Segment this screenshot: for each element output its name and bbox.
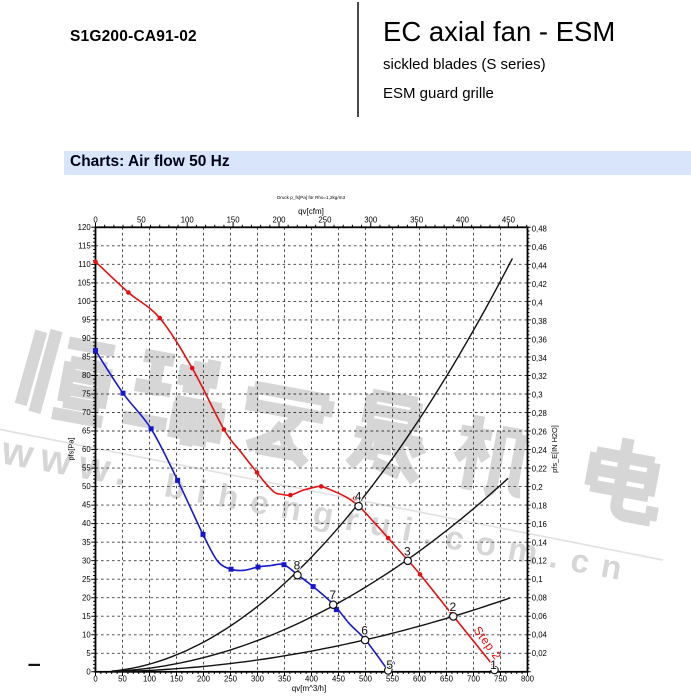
svg-text:0,24: 0,24 xyxy=(532,446,548,455)
svg-text:550: 550 xyxy=(386,674,400,683)
svg-text:650: 650 xyxy=(440,674,454,683)
svg-text:0,48: 0,48 xyxy=(532,225,547,234)
svg-text:2: 2 xyxy=(449,600,456,614)
svg-text:200: 200 xyxy=(272,216,286,225)
svg-text:350: 350 xyxy=(410,216,424,225)
svg-text:0,06: 0,06 xyxy=(532,612,547,621)
svg-text:100: 100 xyxy=(181,216,195,225)
svg-text:150: 150 xyxy=(227,216,241,225)
svg-text:115: 115 xyxy=(78,241,91,250)
svg-text:1: 1 xyxy=(490,658,497,672)
svg-text:100: 100 xyxy=(78,297,92,306)
svg-text:95: 95 xyxy=(82,316,91,325)
svg-text:0,46: 0,46 xyxy=(532,243,547,252)
svg-text:10: 10 xyxy=(82,630,91,639)
svg-text:5: 5 xyxy=(86,649,91,658)
svg-text:15: 15 xyxy=(82,612,91,621)
svg-text:qv[m^3/h]: qv[m^3/h] xyxy=(292,684,326,693)
svg-text:0,12: 0,12 xyxy=(532,557,547,566)
svg-text:70: 70 xyxy=(82,408,91,417)
svg-text:400: 400 xyxy=(456,216,470,225)
svg-text:0,04: 0,04 xyxy=(532,631,548,640)
svg-text:0,36: 0,36 xyxy=(532,335,547,344)
svg-text:0: 0 xyxy=(86,667,91,676)
svg-text:0,02: 0,02 xyxy=(532,649,547,658)
svg-text:90: 90 xyxy=(82,334,91,343)
svg-text:6: 6 xyxy=(361,624,368,638)
svg-text:35: 35 xyxy=(82,538,91,547)
svg-text:80: 80 xyxy=(82,371,91,380)
svg-text:50: 50 xyxy=(118,674,127,683)
svg-text:Druck p_fs[Pa] für Rho=1,2kg/m: Druck p_fs[Pa] für Rho=1,2kg/m3 xyxy=(277,195,345,200)
svg-text:500: 500 xyxy=(359,674,373,683)
svg-text:350: 350 xyxy=(278,674,292,683)
svg-text:40: 40 xyxy=(82,519,91,528)
svg-text:0,28: 0,28 xyxy=(532,409,547,418)
svg-text:60: 60 xyxy=(82,445,91,454)
svg-text:20: 20 xyxy=(82,593,91,602)
svg-text:25: 25 xyxy=(82,575,91,584)
svg-text:0,26: 0,26 xyxy=(532,428,547,437)
svg-text:0,14: 0,14 xyxy=(532,538,548,547)
svg-text:4: 4 xyxy=(355,490,362,504)
svg-text:450: 450 xyxy=(502,216,516,225)
svg-text:110: 110 xyxy=(78,260,91,269)
svg-text:0,4: 0,4 xyxy=(532,298,544,307)
svg-text:600: 600 xyxy=(413,674,427,683)
svg-text:pfs[Pa]: pfs[Pa] xyxy=(67,437,76,460)
svg-text:400: 400 xyxy=(305,674,319,683)
svg-text:450: 450 xyxy=(332,674,346,683)
svg-text:30: 30 xyxy=(82,556,91,565)
svg-text:qv[cfm]: qv[cfm] xyxy=(298,207,324,216)
svg-text:5: 5 xyxy=(386,658,393,672)
svg-text:0,18: 0,18 xyxy=(532,501,547,510)
svg-text:0,1: 0,1 xyxy=(532,575,543,584)
svg-text:0,34: 0,34 xyxy=(532,354,548,363)
svg-text:800: 800 xyxy=(521,674,535,683)
svg-text:0,08: 0,08 xyxy=(532,594,547,603)
svg-text:pfs_E[IN H2O]: pfs_E[IN H2O] xyxy=(550,425,559,473)
svg-text:0,3: 0,3 xyxy=(532,391,543,400)
svg-text:300: 300 xyxy=(364,216,378,225)
svg-text:0,44: 0,44 xyxy=(532,262,548,271)
svg-text:250: 250 xyxy=(318,216,332,225)
svg-text:45: 45 xyxy=(82,501,91,510)
svg-text:75: 75 xyxy=(82,390,91,399)
svg-text:0,22: 0,22 xyxy=(532,465,547,474)
svg-text:0,16: 0,16 xyxy=(532,520,547,529)
svg-text:150: 150 xyxy=(170,674,184,683)
svg-text:700: 700 xyxy=(467,674,481,683)
svg-text:0,42: 0,42 xyxy=(532,280,547,289)
svg-text:3: 3 xyxy=(404,544,411,558)
svg-text:0,38: 0,38 xyxy=(532,317,547,326)
svg-text:105: 105 xyxy=(78,279,92,288)
svg-text:0,32: 0,32 xyxy=(532,372,547,381)
svg-text:0,2: 0,2 xyxy=(532,483,543,492)
svg-text:0: 0 xyxy=(93,216,98,225)
svg-text:300: 300 xyxy=(251,674,265,683)
svg-text:7: 7 xyxy=(329,588,336,602)
svg-text:55: 55 xyxy=(82,464,91,473)
svg-text:100: 100 xyxy=(143,674,157,683)
svg-text:85: 85 xyxy=(82,353,91,362)
svg-text:750: 750 xyxy=(494,674,508,683)
svg-text:65: 65 xyxy=(82,427,91,436)
svg-text:0: 0 xyxy=(93,674,98,683)
svg-text:50: 50 xyxy=(82,482,91,491)
svg-text:250: 250 xyxy=(224,674,238,683)
svg-text:50: 50 xyxy=(137,216,146,225)
svg-text:200: 200 xyxy=(197,674,211,683)
svg-text:8: 8 xyxy=(294,559,301,573)
svg-text:120: 120 xyxy=(78,223,92,232)
